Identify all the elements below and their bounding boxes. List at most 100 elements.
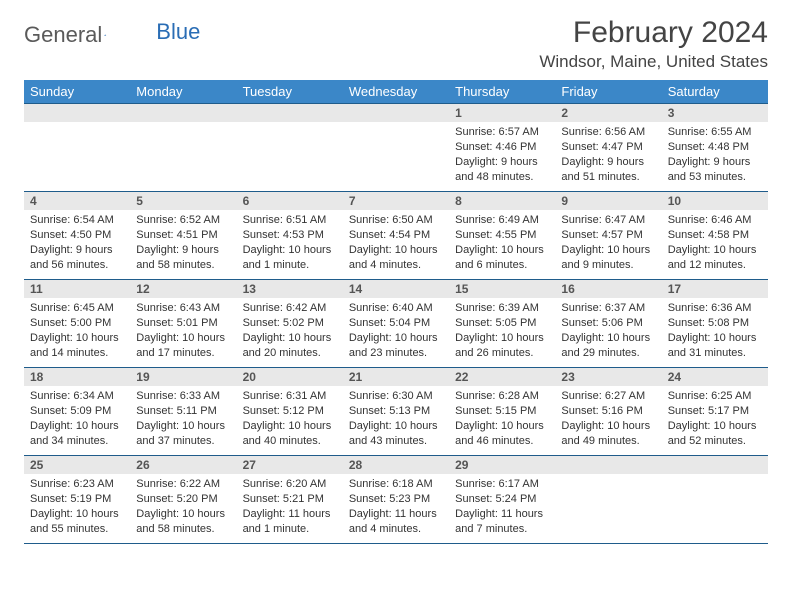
day-info: Sunrise: 6:27 AMSunset: 5:16 PMDaylight:… [555,386,661,452]
daylight-line: Daylight: 10 hours and 46 minutes. [455,419,549,449]
daylight-line: Daylight: 10 hours and 4 minutes. [349,243,443,273]
daylight-line: Daylight: 10 hours and 34 minutes. [30,419,124,449]
day-info: Sunrise: 6:51 AMSunset: 4:53 PMDaylight:… [237,210,343,276]
sunrise-line: Sunrise: 6:33 AM [136,389,230,404]
sunrise-line: Sunrise: 6:25 AM [668,389,762,404]
day-info: Sunrise: 6:46 AMSunset: 4:58 PMDaylight:… [662,210,768,276]
date-number: 9 [555,192,661,210]
day-info: Sunrise: 6:18 AMSunset: 5:23 PMDaylight:… [343,474,449,540]
week-row: 4Sunrise: 6:54 AMSunset: 4:50 PMDaylight… [24,192,768,280]
dayhead-friday: Friday [555,80,661,104]
sunset-line: Sunset: 4:55 PM [455,228,549,243]
day-cell-6: 6Sunrise: 6:51 AMSunset: 4:53 PMDaylight… [237,192,343,280]
daylight-line: Daylight: 9 hours and 51 minutes. [561,155,655,185]
sunrise-line: Sunrise: 6:31 AM [243,389,337,404]
sunset-line: Sunset: 5:15 PM [455,404,549,419]
daylight-line: Daylight: 9 hours and 53 minutes. [668,155,762,185]
day-info: Sunrise: 6:50 AMSunset: 4:54 PMDaylight:… [343,210,449,276]
daylight-line: Daylight: 10 hours and 6 minutes. [455,243,549,273]
sunrise-line: Sunrise: 6:51 AM [243,213,337,228]
week-row: 25Sunrise: 6:23 AMSunset: 5:19 PMDayligh… [24,456,768,544]
date-number: 29 [449,456,555,474]
sunrise-line: Sunrise: 6:18 AM [349,477,443,492]
day-cell-11: 11Sunrise: 6:45 AMSunset: 5:00 PMDayligh… [24,280,130,368]
date-number: 23 [555,368,661,386]
day-info: Sunrise: 6:33 AMSunset: 5:11 PMDaylight:… [130,386,236,452]
day-cell-empty [24,104,130,192]
sunset-line: Sunset: 5:12 PM [243,404,337,419]
sunset-line: Sunset: 4:51 PM [136,228,230,243]
daylight-line: Daylight: 10 hours and 29 minutes. [561,331,655,361]
sunset-line: Sunset: 4:48 PM [668,140,762,155]
date-number: 18 [24,368,130,386]
date-number: 24 [662,368,768,386]
date-number [237,104,343,122]
daylight-line: Daylight: 9 hours and 48 minutes. [455,155,549,185]
day-info: Sunrise: 6:37 AMSunset: 5:06 PMDaylight:… [555,298,661,364]
day-cell-4: 4Sunrise: 6:54 AMSunset: 4:50 PMDaylight… [24,192,130,280]
sunrise-line: Sunrise: 6:17 AM [455,477,549,492]
sunset-line: Sunset: 5:17 PM [668,404,762,419]
date-number: 8 [449,192,555,210]
day-cell-24: 24 Sunrise: 6:25 AMSunset: 5:17 PMDayligh… [662,368,768,456]
sunset-line: Sunset: 4:46 PM [455,140,549,155]
day-cell-15: 15Sunrise: 6:39 AMSunset: 5:05 PMDayligh… [449,280,555,368]
date-number: 14 [343,280,449,298]
day-cell-17: 17Sunrise: 6:36 AMSunset: 5:08 PMDayligh… [662,280,768,368]
date-number [555,456,661,474]
sunrise-line: Sunrise: 6:34 AM [30,389,124,404]
daylight-line: Daylight: 10 hours and 31 minutes. [668,331,762,361]
day-cell-empty [662,456,768,544]
day-cell-28: 28Sunrise: 6:18 AMSunset: 5:23 PMDayligh… [343,456,449,544]
day-cell-empty [130,104,236,192]
sunset-line: Sunset: 4:54 PM [349,228,443,243]
day-info: Sunrise: 6:43 AMSunset: 5:01 PMDaylight:… [130,298,236,364]
date-number: 7 [343,192,449,210]
day-cell-16: 16Sunrise: 6:37 AMSunset: 5:06 PMDayligh… [555,280,661,368]
sunrise-line: Sunrise: 6:22 AM [136,477,230,492]
day-cell-empty [237,104,343,192]
day-info: Sunrise: 6:55 AMSunset: 4:48 PMDaylight:… [662,122,768,188]
sunrise-line: Sunrise: 6:20 AM [243,477,337,492]
day-cell-29: 29Sunrise: 6:17 AMSunset: 5:24 PMDayligh… [449,456,555,544]
sunrise-line: Sunrise: 6:45 AM [30,301,124,316]
sunset-line: Sunset: 4:47 PM [561,140,655,155]
day-cell-empty [555,456,661,544]
daylight-line: Daylight: 10 hours and 14 minutes. [30,331,124,361]
date-number: 3 [662,104,768,122]
sunset-line: Sunset: 5:00 PM [30,316,124,331]
day-info: Sunrise: 6:40 AMSunset: 5:04 PMDaylight:… [343,298,449,364]
day-info: Sunrise: 6:22 AMSunset: 5:20 PMDaylight:… [130,474,236,540]
sunset-line: Sunset: 5:06 PM [561,316,655,331]
sunset-line: Sunset: 5:19 PM [30,492,124,507]
dayhead-sunday: Sunday [24,80,130,104]
date-number: 5 [130,192,236,210]
date-number: 6 [237,192,343,210]
daylight-line: Daylight: 10 hours and 58 minutes. [136,507,230,537]
sunset-line: Sunset: 5:05 PM [455,316,549,331]
daylight-line: Daylight: 10 hours and 52 minutes. [668,419,762,449]
sunset-line: Sunset: 5:13 PM [349,404,443,419]
day-cell-21: 21Sunrise: 6:30 AMSunset: 5:13 PMDayligh… [343,368,449,456]
sunset-line: Sunset: 4:53 PM [243,228,337,243]
day-info: Sunrise: 6:45 AMSunset: 5:00 PMDaylight:… [24,298,130,364]
daylight-line: Daylight: 10 hours and 49 minutes. [561,419,655,449]
calendar-table: SundayMondayTuesdayWednesdayThursdayFrid… [24,80,768,544]
day-cell-23: 23Sunrise: 6:27 AMSunset: 5:16 PMDayligh… [555,368,661,456]
daylight-line: Daylight: 11 hours and 4 minutes. [349,507,443,537]
day-info [555,474,661,534]
day-info: Sunrise: 6:23 AMSunset: 5:19 PMDaylight:… [24,474,130,540]
date-number: 19 [130,368,236,386]
week-row: 18Sunrise: 6:34 AMSunset: 5:09 PMDayligh… [24,368,768,456]
date-number: 20 [237,368,343,386]
location: Windsor, Maine, United States [539,52,768,72]
day-info [662,474,768,534]
daylight-line: Daylight: 10 hours and 9 minutes. [561,243,655,273]
day-cell-19: 19Sunrise: 6:33 AMSunset: 5:11 PMDayligh… [130,368,236,456]
daylight-line: Daylight: 10 hours and 26 minutes. [455,331,549,361]
date-number: 16 [555,280,661,298]
date-number: 28 [343,456,449,474]
date-number: 12 [130,280,236,298]
day-info: Sunrise: 6:56 AMSunset: 4:47 PMDaylight:… [555,122,661,188]
date-number: 25 [24,456,130,474]
